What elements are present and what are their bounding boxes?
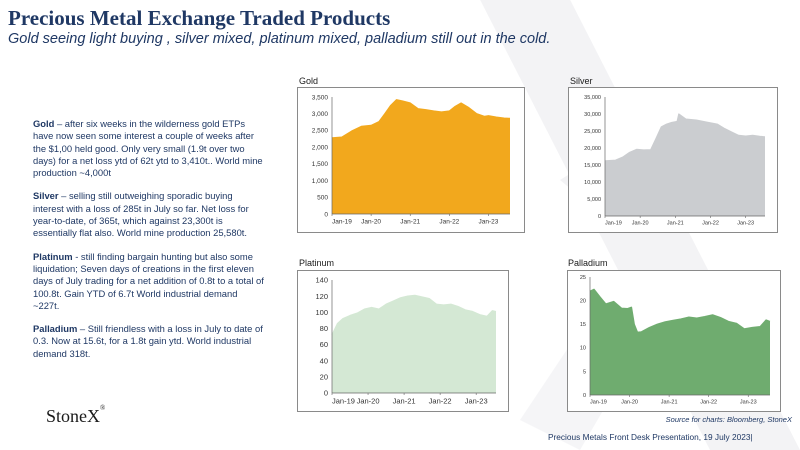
palladium-x-tick-label: Jan-23 xyxy=(740,400,757,406)
gold-y-tick-label: 2,000 xyxy=(312,144,329,151)
silver-y-tick-label: 10,000 xyxy=(584,180,601,186)
silver-y-tick-label: 0 xyxy=(598,214,601,220)
gold-y-tick-label: 1,000 xyxy=(312,178,329,185)
platinum-y-tick-label: 80 xyxy=(320,324,328,333)
palladium-line xyxy=(589,288,771,333)
platinum-y-tick-label: 100 xyxy=(315,308,328,317)
chart-title-silver: Silver xyxy=(570,76,593,86)
chart-platinum-svg: 0 20 40 60 80 100 120 140 Jan-19 Jan-20 Jan-21 Jan-… xyxy=(315,276,497,406)
silver-y-tick-label: 5,000 xyxy=(587,197,601,203)
commentary-silver: Silver – selling still outweighing spora… xyxy=(33,190,265,239)
commentary-palladium: Palladium – Still friendless with a loss… xyxy=(33,323,265,360)
footer-presentation-title: Precious Metals Front Desk Presentation,… xyxy=(548,432,753,442)
gold-area xyxy=(332,99,510,214)
palladium-x-tick-label: Jan-19 xyxy=(590,400,607,406)
chart-silver: 0 5,000 10,000 15,000 20,000 25,000 30,000 35,0… xyxy=(568,87,778,233)
silver-area xyxy=(605,114,765,216)
platinum-x-tick-label: Jan-19 xyxy=(332,397,355,406)
gold-x-tick-label: Jan-22 xyxy=(439,219,459,226)
palladium-y-tick-label: 25 xyxy=(580,275,586,281)
commentary-silver-metal: Silver xyxy=(33,190,59,202)
chart-gold-svg: 0 500 1,000 1,500 2,000 2,500 3,000 3,500 Jan-19… xyxy=(312,94,511,226)
chart-platinum: 0 20 40 60 80 100 120 140 Jan-19 Jan-20 Jan-21 Jan-… xyxy=(297,270,509,412)
silver-y-tick-label: 35,000 xyxy=(584,95,601,101)
logo-registered-mark: ® xyxy=(100,404,106,412)
platinum-area xyxy=(332,295,496,393)
platinum-x-tick-label: Jan-21 xyxy=(393,397,416,406)
commentary-silver-text: – selling still outweighing sporadic buy… xyxy=(33,190,249,239)
palladium-x-tick-label: Jan-21 xyxy=(661,400,678,406)
palladium-y-tick-label: 5 xyxy=(583,369,586,375)
gold-y-tick-label: 500 xyxy=(317,195,328,202)
gold-x-tick-label: Jan-23 xyxy=(479,219,499,226)
palladium-x-tick-label: Jan-22 xyxy=(700,400,717,406)
gold-x-tick-label: Jan-19 xyxy=(332,219,352,226)
gold-x-tick-label: Jan-21 xyxy=(400,219,420,226)
commentary-platinum-text: - still finding bargain hunting but also… xyxy=(33,250,264,311)
platinum-line xyxy=(331,294,497,336)
gold-line xyxy=(331,99,511,139)
gold-y-tick-label: 1,500 xyxy=(312,161,329,168)
chart-title-platinum: Platinum xyxy=(299,258,335,268)
palladium-area xyxy=(590,289,770,395)
chart-silver-svg: 0 5,000 10,000 15,000 20,000 25,000 30,000 35,0… xyxy=(584,95,766,227)
palladium-y-tick-label: 10 xyxy=(580,346,586,352)
chart-source-note: Source for charts: Bloomberg, StoneX xyxy=(665,415,792,424)
commentary-platinum: Platinum - still finding bargain hunting… xyxy=(33,251,265,312)
platinum-y-tick-label: 0 xyxy=(324,389,328,398)
page-subtitle: Gold seeing light buying , silver mixed,… xyxy=(8,31,551,47)
platinum-y-tick-label: 120 xyxy=(315,292,328,301)
palladium-y-tick-label: 0 xyxy=(583,393,586,399)
platinum-y-tick-label: 20 xyxy=(320,372,328,381)
silver-y-tick-label: 15,000 xyxy=(584,163,601,169)
palladium-x-tick-label: Jan-20 xyxy=(621,400,638,406)
silver-line xyxy=(604,113,766,162)
commentary-palladium-text: – Still friendless with a loss in July t… xyxy=(33,323,263,359)
chart-title-gold: Gold xyxy=(299,76,319,86)
logo-text: StoneX xyxy=(46,406,100,426)
page-title: Precious Metal Exchange Traded Products xyxy=(8,6,391,30)
commentary-palladium-metal: Palladium xyxy=(33,323,78,335)
silver-y-tick-label: 30,000 xyxy=(584,112,601,118)
gold-y-tick-label: 0 xyxy=(324,211,328,218)
silver-x-tick-label: Jan-20 xyxy=(632,221,649,227)
metal-commentary: Gold – after six weeks in the wilderness… xyxy=(33,118,265,371)
commentary-gold-text: – after six weeks in the wilderness gold… xyxy=(33,118,263,179)
platinum-y-tick-label: 140 xyxy=(315,276,328,285)
platinum-x-tick-label: Jan-23 xyxy=(465,397,488,406)
commentary-gold-metal: Gold xyxy=(33,118,55,129)
platinum-x-tick-label: Jan-20 xyxy=(357,397,380,406)
platinum-y-tick-label: 60 xyxy=(320,340,328,349)
gold-y-tick-label: 3,500 xyxy=(312,94,329,101)
silver-x-tick-label: Jan-22 xyxy=(702,221,719,227)
commentary-platinum-metal: Platinum xyxy=(33,250,73,262)
gold-y-tick-label: 3,000 xyxy=(312,111,329,118)
silver-x-tick-label: Jan-19 xyxy=(605,221,622,227)
platinum-x-tick-label: Jan-22 xyxy=(429,397,452,406)
silver-y-tick-label: 25,000 xyxy=(584,129,601,135)
silver-x-tick-label: Jan-21 xyxy=(667,221,684,227)
chart-palladium: 0 5 10 15 20 25 Jan-19 Jan-20 Jan-21 Jan-22 Jan-23 xyxy=(567,270,781,412)
platinum-y-tick-label: 40 xyxy=(320,356,328,365)
chart-gold: 0 500 1,000 1,500 2,000 2,500 3,000 3,500 Jan-19… xyxy=(297,87,525,233)
gold-x-tick-label: Jan-20 xyxy=(361,219,381,226)
stonex-logo: StoneX® xyxy=(46,404,106,427)
silver-y-tick-label: 20,000 xyxy=(584,146,601,152)
palladium-y-tick-label: 15 xyxy=(580,322,586,328)
commentary-gold: Gold – after six weeks in the wilderness… xyxy=(33,118,265,179)
silver-x-tick-label: Jan-23 xyxy=(737,221,754,227)
palladium-y-tick-label: 20 xyxy=(580,299,586,305)
chart-palladium-svg: 0 5 10 15 20 25 Jan-19 Jan-20 Jan-21 Jan-22 Jan-23 xyxy=(580,275,771,406)
chart-title-palladium: Palladium xyxy=(568,258,608,268)
gold-y-tick-label: 2,500 xyxy=(312,128,329,135)
